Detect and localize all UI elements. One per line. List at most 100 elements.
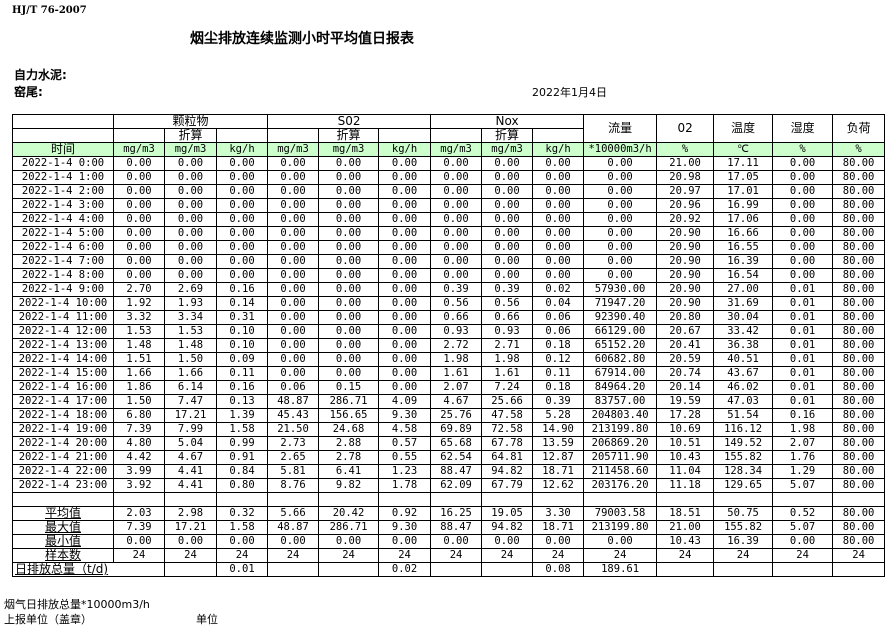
value-cell: 0.00 xyxy=(481,254,534,269)
group-header-row: 颗粒物 S02 Nox 流量 02 温度 湿度 负荷 xyxy=(12,114,886,143)
value-cell: 80.00 xyxy=(832,296,886,311)
table-row: 2022-1-4 10:00 1.92 1.93 0.14 0.00 0.00 0.00 0.… xyxy=(12,296,886,311)
unit-cell: kg/h xyxy=(215,142,269,157)
value-cell: 0.00 xyxy=(164,184,217,199)
value-cell: 0.00 xyxy=(267,212,320,227)
time-cell: 2022-1-4 1:00 xyxy=(12,170,114,185)
value-cell: 0.00 xyxy=(532,268,585,283)
summary-value: 24 xyxy=(267,548,320,563)
value-cell: 0.01 xyxy=(772,394,834,409)
value-cell: 20.41 xyxy=(656,338,715,353)
summary-label: 平均值 xyxy=(12,506,114,521)
value-cell: 80.00 xyxy=(832,240,886,255)
time-cell: 2022-1-4 17:00 xyxy=(12,394,114,409)
value-cell: 47.58 xyxy=(481,408,534,423)
value-cell: 10.43 xyxy=(656,450,715,465)
value-cell: 1.93 xyxy=(164,296,217,311)
summary-value: 88.47 xyxy=(430,520,483,535)
nox-converted-header: 折算 xyxy=(481,128,534,143)
summary-value: 24 xyxy=(656,548,715,563)
value-cell: 80.00 xyxy=(832,310,886,325)
value-cell: 5.81 xyxy=(267,464,320,479)
value-cell: 0.00 xyxy=(164,268,217,283)
value-cell: 0.00 xyxy=(267,156,320,171)
time-cell: 2022-1-4 4:00 xyxy=(12,212,114,227)
summary-value: 2.98 xyxy=(164,506,217,521)
summary-value: 0.00 xyxy=(215,534,269,549)
value-cell: 67.78 xyxy=(481,436,534,451)
value-cell: 0.11 xyxy=(532,366,585,381)
value-cell: 129.65 xyxy=(713,478,774,493)
empty-cell xyxy=(12,114,114,129)
value-cell: 0.00 xyxy=(267,198,320,213)
table-row: 2022-1-4 4:00 0.00 0.00 0.00 0.00 0.00 0.00 0.0… xyxy=(12,212,886,227)
value-cell: 51.54 xyxy=(713,408,774,423)
value-cell: 21.00 xyxy=(656,156,715,171)
time-cell: 2022-1-4 21:00 xyxy=(12,450,114,465)
unit-label: 单位 xyxy=(196,613,218,626)
value-cell: 1.86 xyxy=(113,380,165,395)
value-cell: 0.00 xyxy=(267,282,320,297)
empty-cell xyxy=(378,128,432,143)
empty-cell xyxy=(583,492,658,507)
summary-value: 0.52 xyxy=(772,506,834,521)
empty-cell xyxy=(318,492,380,507)
value-cell: 40.51 xyxy=(713,352,774,367)
empty-cell xyxy=(113,492,165,507)
summary-row: 最小值 0.00 0.00 0.00 0.00 0.00 0.00 0.00 0.00 0.00 0… xyxy=(12,534,886,549)
value-cell: 20.97 xyxy=(656,184,715,199)
value-cell: 20.59 xyxy=(656,352,715,367)
summary-value: 155.82 xyxy=(713,520,774,535)
empty-cell xyxy=(430,128,483,143)
particulate-converted-header: 折算 xyxy=(164,128,217,143)
value-cell: 0.00 xyxy=(378,310,432,325)
value-cell: 0.13 xyxy=(215,394,269,409)
table-row: 2022-1-4 18:00 6.80 17.21 1.39 45.43 156.65 9.… xyxy=(12,408,886,423)
value-cell: 0.00 xyxy=(318,198,380,213)
value-cell: 0.00 xyxy=(378,254,432,269)
converted-header-row: 折算 折算 折算 xyxy=(12,128,885,143)
value-cell: 20.67 xyxy=(656,324,715,339)
daily-total-label: 日排放总量（t/d) xyxy=(12,562,165,577)
value-cell: 0.16 xyxy=(215,380,269,395)
value-cell: 0.16 xyxy=(215,282,269,297)
time-cell: 2022-1-4 13:00 xyxy=(12,338,114,353)
value-cell: 17.11 xyxy=(713,156,774,171)
table-row: 2022-1-4 19:00 7.39 7.99 1.58 21.50 24.68 4.58… xyxy=(12,422,886,437)
summary-value: 2.03 xyxy=(113,506,165,521)
value-cell: 80.00 xyxy=(832,254,886,269)
value-cell: 0.00 xyxy=(164,226,217,241)
value-cell: 0.00 xyxy=(583,156,658,171)
humidity-header: 湿度 xyxy=(772,114,834,143)
value-cell: 0.00 xyxy=(430,212,483,227)
value-cell: 16.54 xyxy=(713,268,774,283)
standard-code: HJ/T 76-2007 xyxy=(12,5,87,16)
summary-value: 0.00 xyxy=(481,534,534,549)
value-cell: 80.00 xyxy=(832,156,886,171)
value-cell: 0.00 xyxy=(318,212,380,227)
value-cell: 80.00 xyxy=(832,268,886,283)
empty-cell xyxy=(713,492,774,507)
value-cell: 0.01 xyxy=(772,296,834,311)
value-cell: 0.00 xyxy=(583,254,658,269)
value-cell: 3.92 xyxy=(113,478,165,493)
summary-row: 平均值 2.03 2.98 0.32 5.66 20.42 0.92 16.25 19.05 3.… xyxy=(12,506,886,521)
value-cell: 0.00 xyxy=(378,226,432,241)
value-cell: 0.06 xyxy=(532,324,585,339)
summary-value: 0.32 xyxy=(215,506,269,521)
value-cell: 80.00 xyxy=(832,464,886,479)
value-cell: 0.00 xyxy=(215,240,269,255)
value-cell: 0.00 xyxy=(318,296,380,311)
unit-cell: % xyxy=(656,142,715,157)
value-cell: 0.04 xyxy=(532,296,585,311)
value-cell: 0.00 xyxy=(267,296,320,311)
value-cell: 20.74 xyxy=(656,366,715,381)
value-cell: 0.10 xyxy=(215,338,269,353)
value-cell: 2.71 xyxy=(481,338,534,353)
value-cell: 0.00 xyxy=(772,184,834,199)
value-cell: 83757.00 xyxy=(583,394,658,409)
time-cell: 2022-1-4 7:00 xyxy=(12,254,114,269)
table-row: 2022-1-4 20:00 4.80 5.04 0.99 2.73 2.88 0.57 65… xyxy=(12,436,886,451)
summary-value: 24 xyxy=(318,548,380,563)
value-cell: 0.00 xyxy=(267,310,320,325)
